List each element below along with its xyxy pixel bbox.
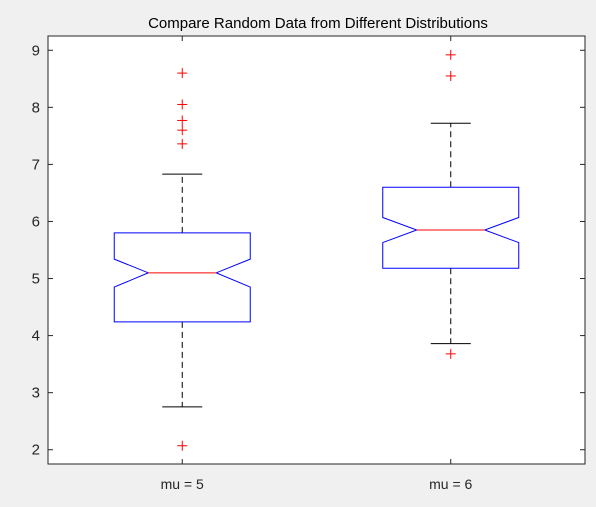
outlier-marker	[177, 99, 188, 110]
outlier-marker	[177, 115, 188, 126]
x-tick-label: mu = 6	[429, 476, 472, 492]
plot-area: 2 3 4 5 6 7 8 9 mu = 5 mu = 6	[32, 36, 585, 492]
y-tick-label: 5	[32, 271, 40, 288]
box-group	[382, 49, 520, 359]
outlier-marker	[177, 138, 188, 149]
x-tick-label: mu = 5	[161, 476, 204, 492]
y-tick-label: 6	[32, 213, 40, 230]
outlier-marker	[177, 440, 188, 451]
outlier-marker	[177, 68, 188, 79]
y-tick-label: 7	[32, 156, 40, 173]
y-tick-label: 4	[32, 328, 40, 345]
axes-frame	[47, 35, 586, 465]
y-tick-label: 2	[32, 442, 40, 459]
chart-title: Compare Random Data from Different Distr…	[148, 15, 488, 32]
outlier-marker	[445, 348, 456, 359]
y-tick-label: 8	[32, 99, 40, 116]
axes-background	[48, 36, 585, 464]
outlier-marker	[177, 125, 188, 136]
outlier-marker	[445, 70, 456, 81]
box-group	[113, 68, 251, 451]
notched-box	[382, 186, 520, 269]
outlier-marker	[445, 49, 456, 60]
y-tick-label: 9	[32, 42, 40, 59]
notched-box	[113, 232, 251, 323]
y-tick-label: 3	[32, 385, 40, 402]
